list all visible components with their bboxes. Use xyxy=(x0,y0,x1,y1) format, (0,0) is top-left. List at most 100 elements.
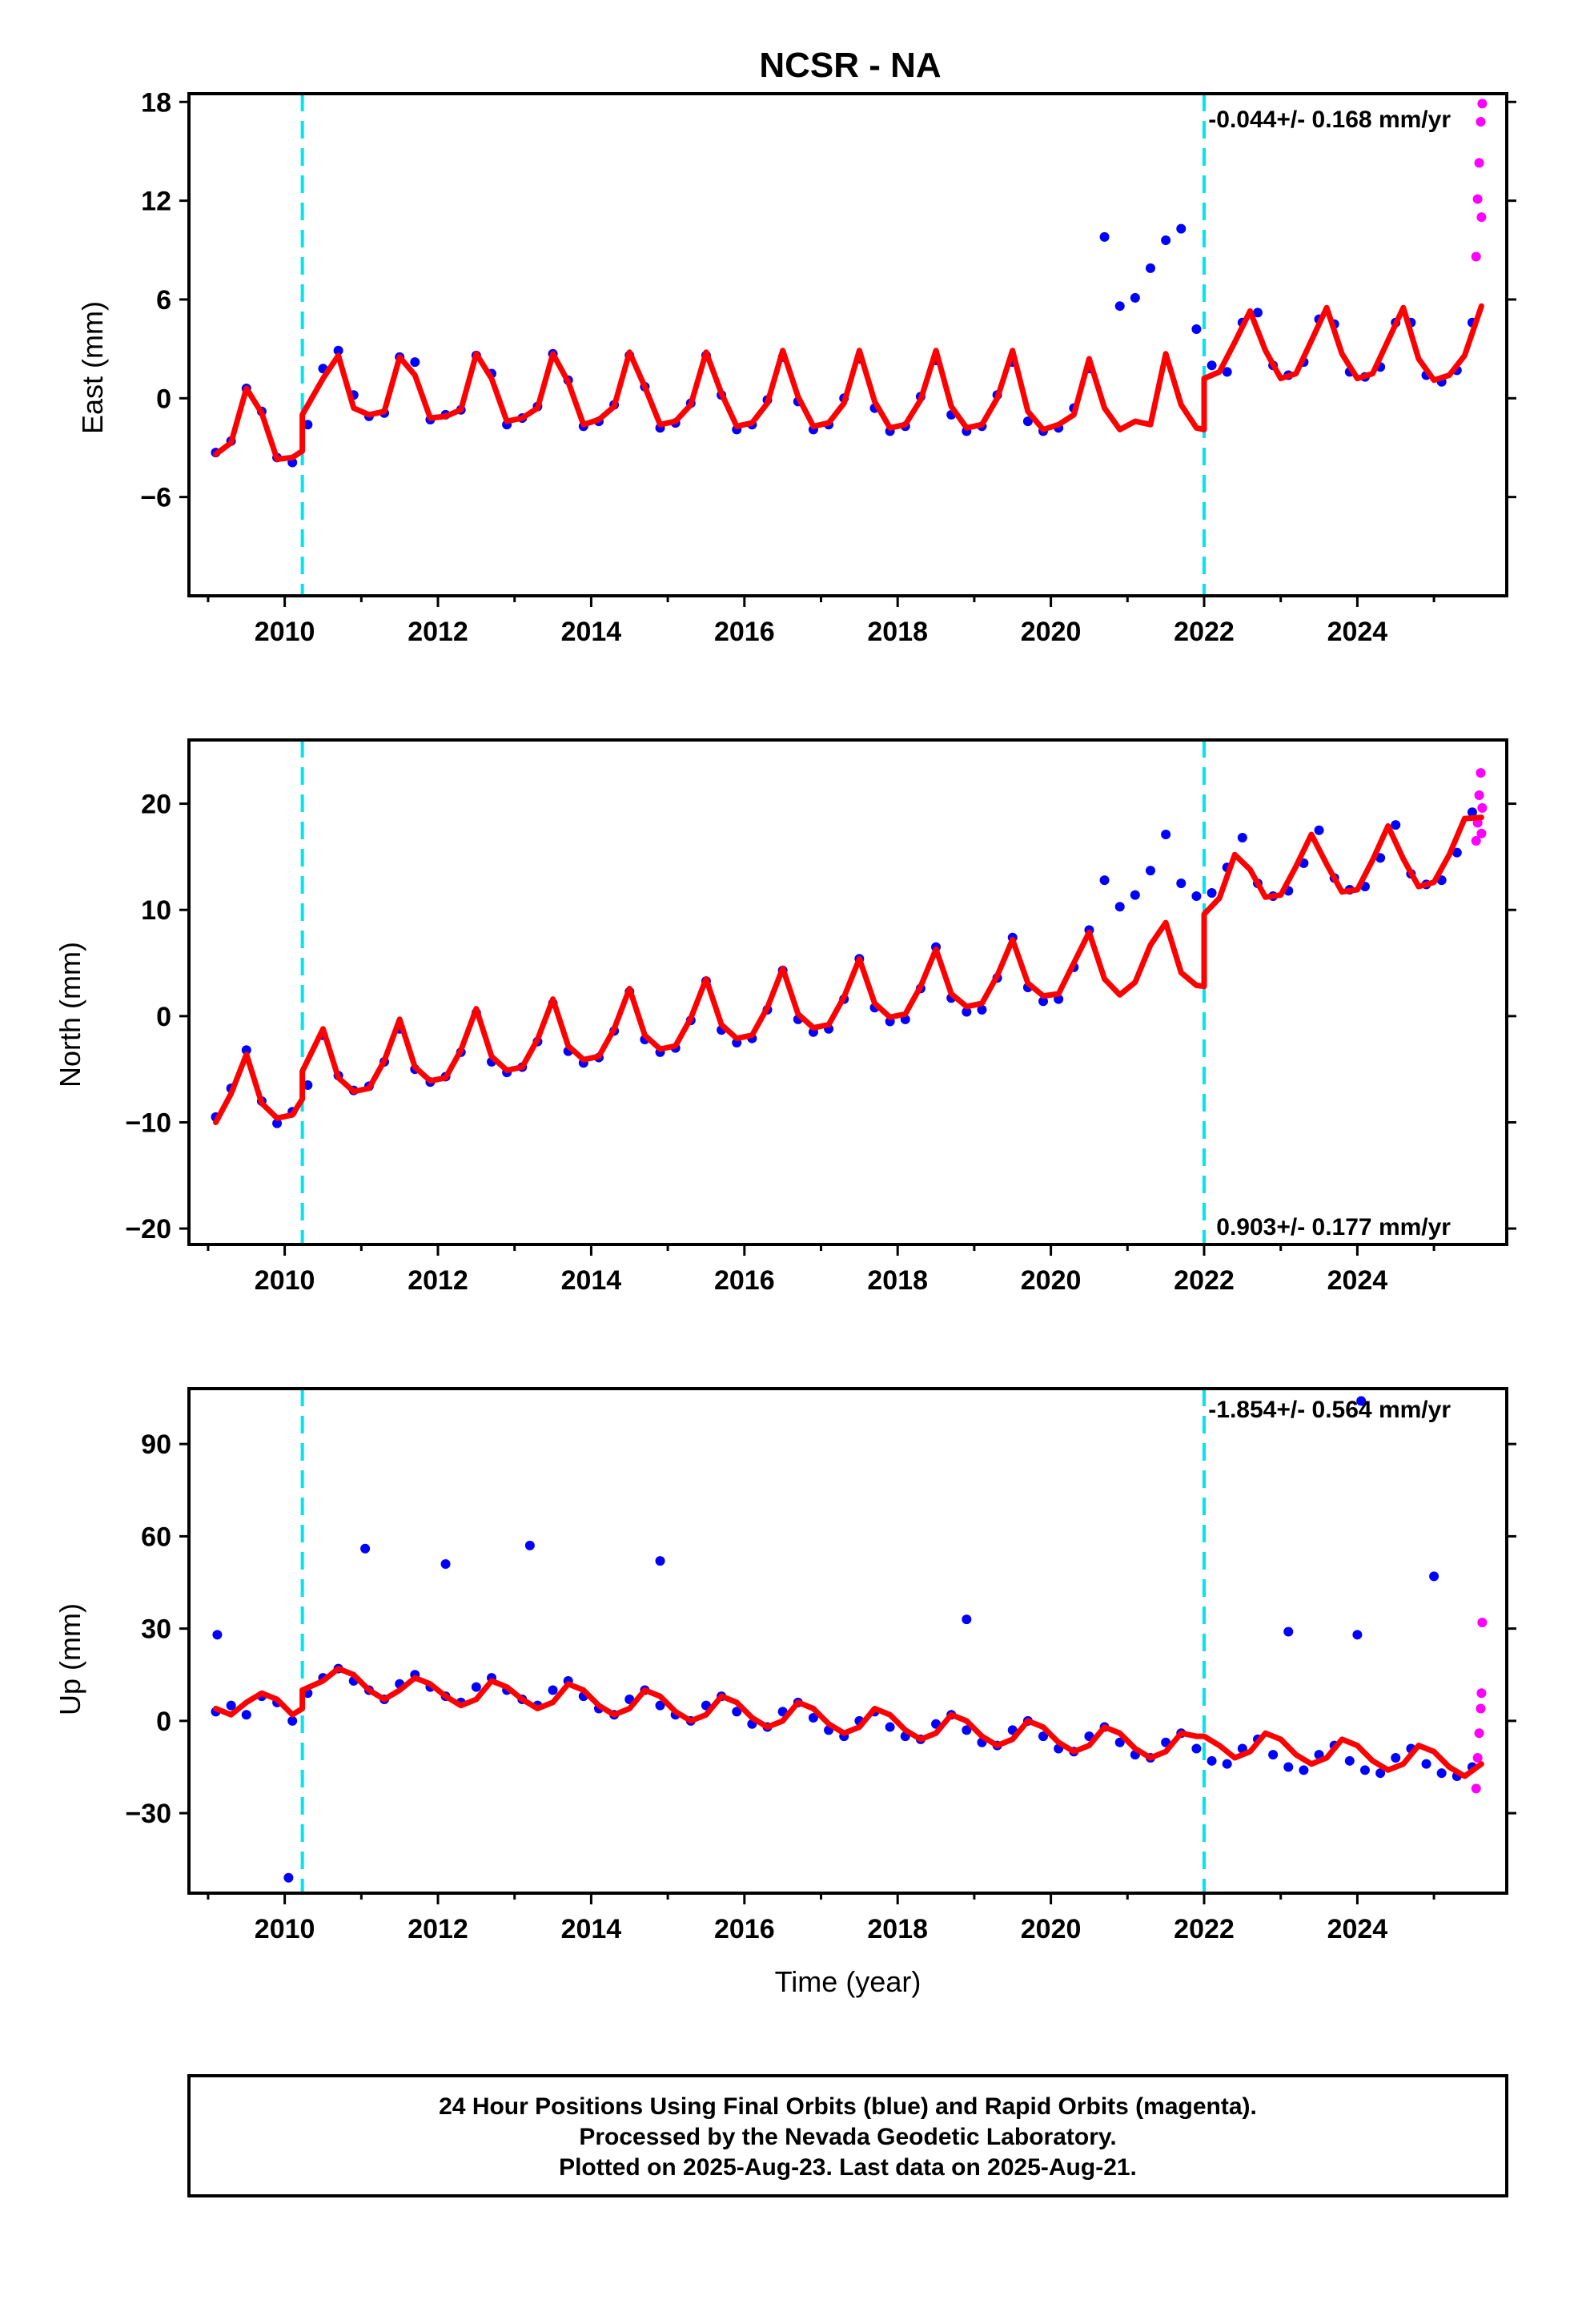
north-model-fit xyxy=(213,814,1484,1125)
y-tick-label: 0 xyxy=(156,384,171,414)
rapid-orbit-point xyxy=(1476,768,1486,778)
final-orbit-point xyxy=(1283,1762,1294,1772)
up-ylabel: Up (mm) xyxy=(54,1603,86,1715)
north-rate-label: 0.903+/- 0.177 mm/yr xyxy=(1216,1214,1451,1240)
east-panel: East (mm) 18 12 6 0 −6 2010 2012 2014 2016 2018 20… xyxy=(76,87,1516,647)
final-orbit-point xyxy=(1314,825,1324,835)
final-orbit-point xyxy=(1176,879,1186,889)
final-orbit-point xyxy=(1114,301,1125,312)
final-orbit-point xyxy=(1114,1737,1125,1747)
final-orbit-point xyxy=(1429,1571,1439,1582)
up-frame xyxy=(187,1387,1508,1895)
y-tick-label: 10 xyxy=(141,895,171,926)
x-tick-label: 2022 xyxy=(1174,1914,1235,1944)
final-orbit-point xyxy=(1022,416,1033,427)
rapid-orbit-point xyxy=(1472,1752,1483,1763)
final-orbit-point xyxy=(1099,231,1110,242)
y-tick-label: 30 xyxy=(141,1614,171,1645)
final-orbit-point xyxy=(808,1713,818,1723)
final-orbit-point xyxy=(1038,996,1049,1007)
final-orbit-point xyxy=(1130,292,1140,303)
final-orbit-point xyxy=(655,1700,665,1711)
rapid-orbit-point xyxy=(1476,1703,1486,1714)
final-orbit-point xyxy=(1237,833,1247,843)
final-orbit-point xyxy=(524,1540,535,1550)
x-tick-label: 2016 xyxy=(714,617,775,647)
final-orbit-point xyxy=(226,1700,236,1711)
y-tick-label: 0 xyxy=(156,1707,171,1737)
east-ylabel: East (mm) xyxy=(76,301,109,434)
rapid-orbit-point xyxy=(1476,1688,1487,1699)
caption-line-3: Plotted on 2025-Aug-23. Last data on 202… xyxy=(559,2154,1137,2181)
final-orbit-point xyxy=(410,357,420,368)
rapid-orbit-point xyxy=(1474,158,1484,168)
x-tick-label: 2010 xyxy=(255,1265,315,1296)
x-tick-label: 2012 xyxy=(408,1265,468,1296)
x-tick-label: 2010 xyxy=(255,1914,315,1944)
final-orbit-point xyxy=(1222,1759,1232,1769)
model-fit-line xyxy=(213,814,1484,1125)
final-orbit-point xyxy=(1467,807,1477,818)
caption-line-2: Processed by the Nevada Geodetic Laborat… xyxy=(579,2124,1116,2150)
final-orbit-point xyxy=(1222,367,1232,377)
east-rapid-points xyxy=(1471,99,1488,262)
final-orbit-point xyxy=(1283,1626,1294,1637)
final-orbit-point xyxy=(1146,866,1156,876)
y-tick-label: 6 xyxy=(156,285,171,316)
final-orbit-point xyxy=(1114,902,1125,912)
rapid-orbit-point xyxy=(1471,251,1481,262)
final-orbit-point xyxy=(962,1725,972,1735)
x-tick-label: 2020 xyxy=(1021,1914,1082,1944)
north-frame xyxy=(187,738,1508,1246)
final-orbit-point xyxy=(1375,853,1386,863)
north-rapid-points xyxy=(1471,768,1488,846)
final-orbit-point xyxy=(1359,1765,1370,1775)
final-orbit-point xyxy=(1375,1768,1386,1779)
y-tick-label: 0 xyxy=(156,1002,171,1032)
chart-title: NCSR - NA xyxy=(759,46,941,85)
x-tick-label: 2024 xyxy=(1327,617,1388,647)
y-tick-label: 90 xyxy=(141,1429,171,1460)
model-fit-line xyxy=(213,303,1484,462)
final-orbit-point xyxy=(272,1118,283,1128)
final-orbit-point xyxy=(962,1007,972,1017)
final-orbit-point xyxy=(1207,887,1217,898)
final-orbit-point xyxy=(1452,847,1462,858)
caption-frame xyxy=(187,2074,1508,2197)
final-orbit-point xyxy=(303,420,313,430)
up-event-lines xyxy=(300,1389,1206,1893)
caption-line-1: 24 Hour Positions Using Final Orbits (bl… xyxy=(439,2093,1257,2120)
up-rate-label: -1.854+/- 0.564 mm/yr xyxy=(1208,1397,1451,1423)
final-orbit-point xyxy=(1391,820,1401,830)
east-rate-label: -0.044+/- 0.168 mm/yr xyxy=(1208,107,1451,133)
rapid-orbit-point xyxy=(1472,194,1483,204)
final-orbit-point xyxy=(471,1682,481,1692)
x-tick-label: 2020 xyxy=(1021,617,1082,647)
y-tick-label: −20 xyxy=(125,1214,171,1244)
final-orbit-point xyxy=(1130,890,1140,900)
north-event-lines xyxy=(300,740,1206,1244)
model-fit-line xyxy=(213,1666,1484,1779)
y-tick-label: −30 xyxy=(125,1799,171,1829)
y-tick-label: −6 xyxy=(140,483,171,513)
x-tick-label: 2022 xyxy=(1174,617,1235,647)
east-frame xyxy=(187,92,1508,597)
x-tick-label: 2016 xyxy=(714,1914,775,1944)
rapid-orbit-point xyxy=(1477,1617,1488,1627)
final-orbit-point xyxy=(962,1614,972,1625)
rapid-orbit-point xyxy=(1474,790,1484,800)
x-tick-label: 2018 xyxy=(867,1914,928,1944)
final-orbit-point xyxy=(1344,1755,1355,1766)
final-orbit-point xyxy=(1191,891,1202,901)
final-orbit-point xyxy=(885,1722,895,1732)
x-tick-label: 2016 xyxy=(714,1265,775,1296)
x-tick-label: 2014 xyxy=(561,617,622,647)
final-orbit-point xyxy=(655,1556,665,1566)
final-orbit-point xyxy=(241,1710,251,1720)
final-orbit-point xyxy=(303,1080,313,1091)
final-orbit-point xyxy=(1038,1731,1049,1742)
final-orbit-point xyxy=(1299,1765,1309,1775)
final-orbit-point xyxy=(1161,235,1171,245)
